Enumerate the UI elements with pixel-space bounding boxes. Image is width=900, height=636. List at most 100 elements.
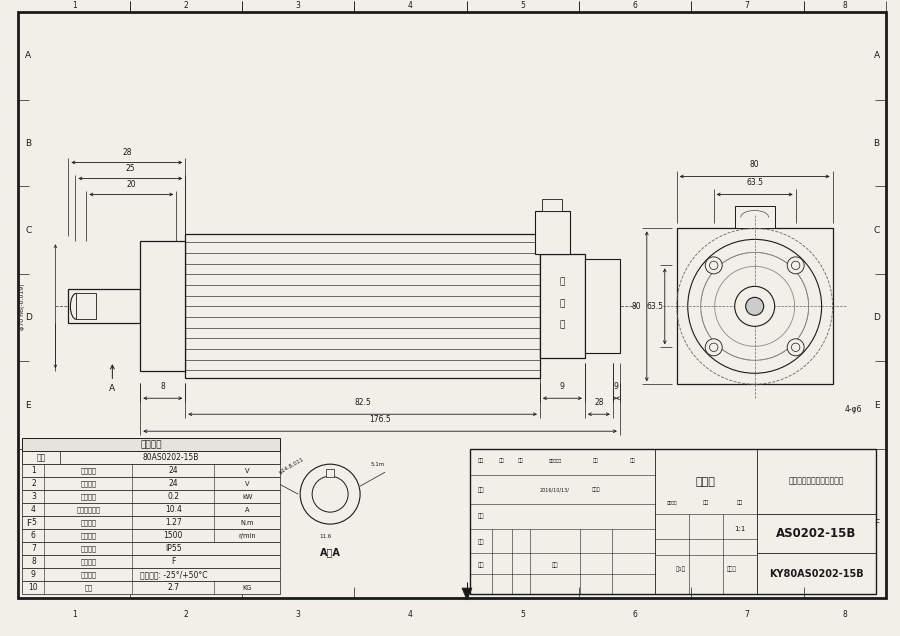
Bar xyxy=(470,449,876,594)
Text: 80: 80 xyxy=(632,302,642,311)
Text: A: A xyxy=(245,507,249,513)
Text: A: A xyxy=(874,51,879,60)
Text: 7: 7 xyxy=(31,544,36,553)
Text: 2.7: 2.7 xyxy=(167,583,179,592)
Text: 1: 1 xyxy=(72,609,76,619)
Text: 8: 8 xyxy=(32,557,36,566)
Text: F: F xyxy=(26,519,31,528)
Text: 共1张: 共1张 xyxy=(675,567,685,572)
Bar xyxy=(326,469,334,477)
Text: C: C xyxy=(873,226,879,235)
Circle shape xyxy=(791,343,800,352)
Bar xyxy=(185,235,540,378)
Text: 技术参数: 技术参数 xyxy=(140,440,162,449)
Text: 4: 4 xyxy=(31,505,36,514)
Text: 日期: 日期 xyxy=(630,459,635,463)
Text: 审核: 审核 xyxy=(478,513,484,518)
Text: 63.5: 63.5 xyxy=(746,179,763,188)
Text: 80AS0202-15B: 80AS0202-15B xyxy=(142,453,199,462)
Text: 10.4: 10.4 xyxy=(165,505,182,514)
Text: A: A xyxy=(25,51,32,60)
Text: 批准: 批准 xyxy=(552,562,558,568)
Bar xyxy=(22,581,280,594)
Text: 82.5: 82.5 xyxy=(355,398,371,407)
Bar xyxy=(540,254,585,358)
Text: 工艺: 工艺 xyxy=(478,562,484,568)
Bar xyxy=(734,207,775,228)
Text: kW: kW xyxy=(242,494,252,500)
Circle shape xyxy=(788,257,804,274)
Text: 1.27: 1.27 xyxy=(165,518,182,527)
Text: 4: 4 xyxy=(408,1,413,10)
Text: 9: 9 xyxy=(560,382,565,391)
Bar xyxy=(22,477,280,490)
Text: 标记: 标记 xyxy=(478,459,484,463)
Text: 设计: 设计 xyxy=(478,487,484,492)
Text: φ70 h6(-0.019): φ70 h6(-0.019) xyxy=(20,283,25,329)
Circle shape xyxy=(715,266,795,346)
Bar xyxy=(140,242,185,371)
Text: 1:1: 1:1 xyxy=(734,526,745,532)
Text: 5: 5 xyxy=(31,518,36,527)
Text: 额定转速: 额定转速 xyxy=(80,532,96,539)
Text: KY80AS0202-15B: KY80AS0202-15B xyxy=(769,569,863,579)
Text: 重量: 重量 xyxy=(85,584,93,591)
Text: 10: 10 xyxy=(29,583,38,592)
Text: 176.5: 176.5 xyxy=(369,415,391,424)
Bar xyxy=(585,259,620,353)
Text: 额定转矩: 额定转矩 xyxy=(80,520,96,526)
Text: 1: 1 xyxy=(32,466,36,475)
Text: 济南科亚电子科技有限公司: 济南科亚电子科技有限公司 xyxy=(788,476,844,485)
Text: 绝缘等级: 绝缘等级 xyxy=(80,558,96,565)
Text: 1: 1 xyxy=(72,1,76,10)
Text: r/min: r/min xyxy=(238,532,256,539)
Text: 9: 9 xyxy=(31,570,36,579)
Text: A－A: A－A xyxy=(320,547,340,557)
Text: 质量: 质量 xyxy=(703,501,709,505)
Bar xyxy=(677,228,832,384)
Bar xyxy=(22,490,280,503)
Bar xyxy=(542,200,562,211)
Bar xyxy=(22,451,280,464)
Text: 24: 24 xyxy=(168,479,178,488)
Text: 8: 8 xyxy=(160,382,166,391)
Text: 25: 25 xyxy=(125,165,135,174)
Text: E: E xyxy=(25,401,32,410)
Circle shape xyxy=(788,339,804,356)
Text: 8: 8 xyxy=(842,1,847,10)
Text: 额定功率: 额定功率 xyxy=(80,494,96,500)
Text: 3: 3 xyxy=(31,492,36,501)
Bar xyxy=(22,516,280,529)
Text: 6: 6 xyxy=(633,609,637,619)
Bar xyxy=(22,568,280,581)
Bar xyxy=(76,293,96,319)
Circle shape xyxy=(746,298,764,315)
Text: 外形图: 外形图 xyxy=(696,478,716,488)
Text: C: C xyxy=(25,226,32,235)
Circle shape xyxy=(709,343,718,352)
Text: 第　张: 第 张 xyxy=(726,567,736,572)
Text: 基名: 基名 xyxy=(593,459,598,463)
Text: 4: 4 xyxy=(408,609,413,619)
Text: 2016/10/13/: 2016/10/13/ xyxy=(540,487,570,492)
Text: 7: 7 xyxy=(745,1,750,10)
Text: B: B xyxy=(874,139,879,148)
Bar xyxy=(22,529,280,542)
Text: 工作温度: -25°/+50°C: 工作温度: -25°/+50°C xyxy=(140,570,207,579)
Text: 比例: 比例 xyxy=(736,501,742,505)
Bar xyxy=(22,542,280,555)
Circle shape xyxy=(301,464,360,524)
Text: 3: 3 xyxy=(296,609,301,619)
Circle shape xyxy=(706,339,722,356)
Text: D: D xyxy=(873,314,880,322)
Text: 额定电压: 额定电压 xyxy=(80,467,96,474)
Text: 标准化: 标准化 xyxy=(591,487,600,492)
Text: IP55: IP55 xyxy=(165,544,182,553)
Bar xyxy=(535,211,570,254)
Circle shape xyxy=(701,252,808,360)
Text: D: D xyxy=(25,314,32,322)
Text: 2: 2 xyxy=(32,479,36,488)
Text: B: B xyxy=(25,139,32,148)
Text: 2: 2 xyxy=(184,1,189,10)
Text: 1500: 1500 xyxy=(164,531,183,540)
